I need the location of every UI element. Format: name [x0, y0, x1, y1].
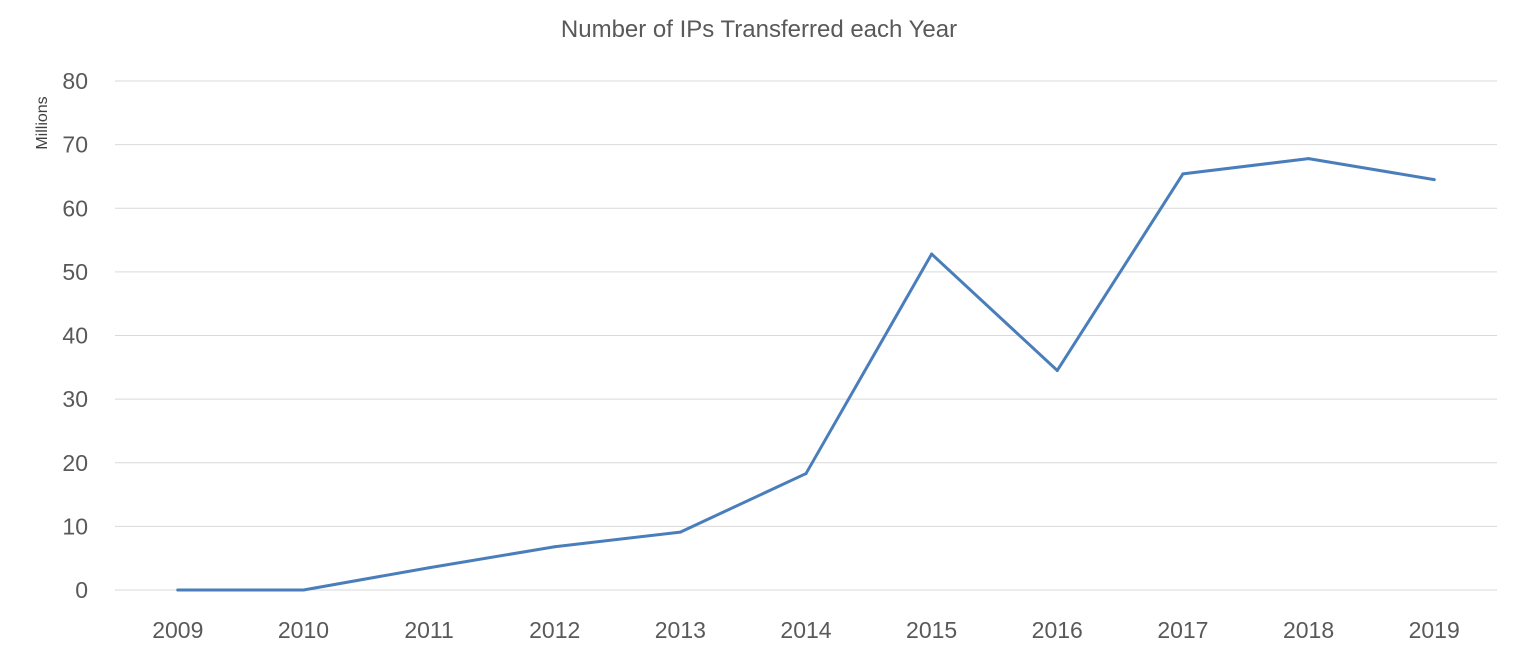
y-axis-unit-label: Millions	[34, 96, 51, 149]
x-tick-label: 2011	[404, 617, 453, 643]
x-tick-label: 2009	[152, 617, 203, 643]
y-axis-tick-labels: 0 10 20 30 40 50 60 70 80	[62, 68, 88, 603]
series-line	[176, 157, 1436, 592]
data-point-2013	[678, 530, 682, 534]
x-tick-label: 2014	[780, 617, 831, 643]
x-tick-label: 2010	[278, 617, 329, 643]
y-tick-label: 60	[62, 195, 88, 221]
y-tick-label: 0	[75, 577, 88, 603]
gridlines	[115, 80, 1497, 591]
x-tick-label: 2017	[1157, 617, 1208, 643]
x-tick-label: 2016	[1032, 617, 1083, 643]
x-tick-label: 2015	[906, 617, 957, 643]
x-axis-tick-labels: 2009 2010 2011 2012 2013 2014 2015 2016 2017 2018…	[152, 617, 1460, 643]
data-point-2009	[176, 588, 180, 592]
data-point-2010	[301, 588, 305, 592]
x-tick-label: 2019	[1409, 617, 1460, 643]
data-point-2011	[427, 566, 431, 570]
y-tick-label: 10	[62, 513, 88, 539]
data-point-2014	[804, 472, 808, 476]
chart-title: Number of IPs Transferred each Year	[560, 16, 958, 43]
y-tick-label: 80	[62, 68, 88, 94]
series-layer	[176, 157, 1436, 592]
data-point-2019	[1432, 178, 1436, 182]
data-point-2018	[1307, 157, 1311, 161]
data-point-2016	[1055, 368, 1059, 372]
x-tick-label: 2012	[529, 617, 580, 643]
y-tick-label: 50	[62, 259, 88, 285]
data-point-2012	[553, 545, 557, 549]
y-tick-label: 40	[62, 323, 88, 349]
y-tick-label: 70	[62, 132, 88, 158]
y-tick-label: 20	[62, 450, 88, 476]
data-point-2017	[1181, 172, 1185, 176]
x-tick-label: 2013	[655, 617, 706, 643]
x-tick-label: 2018	[1283, 617, 1334, 643]
y-tick-label: 30	[62, 386, 88, 412]
data-point-2015	[930, 252, 934, 256]
